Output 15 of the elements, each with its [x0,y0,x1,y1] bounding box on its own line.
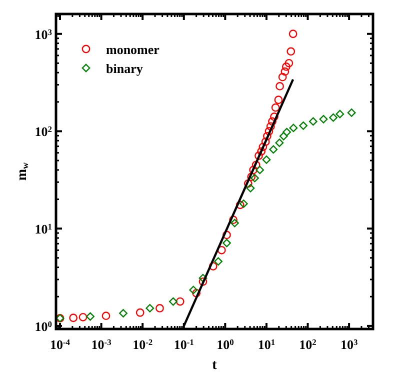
legend-label: monomer [106,42,160,57]
x-tick-label: 10$^{-1}$ [174,336,194,352]
y-tick-label: 10$^{1}$ [34,221,52,237]
x-tick-label: 10$^{0}$ [216,336,234,352]
x-tick-label: 10$^{-2}$ [132,336,153,352]
y-tick-label: 10$^{2}$ [34,124,52,140]
y-tick-label: 10$^{3}$ [34,26,52,42]
x-tick-label: 10$^{1}$ [258,336,276,352]
x-tick-label: 10$^{2}$ [299,336,316,352]
x-tick-label: 10$^{3}$ [340,336,358,352]
legend-label: binary [106,61,144,76]
y-tick-label: 10$^{0}$ [34,318,52,334]
x-axis-title: t [212,358,218,373]
x-tick-label: 10$^{-3}$ [91,336,112,352]
x-tick-label: 10$^{-4}$ [50,336,71,352]
